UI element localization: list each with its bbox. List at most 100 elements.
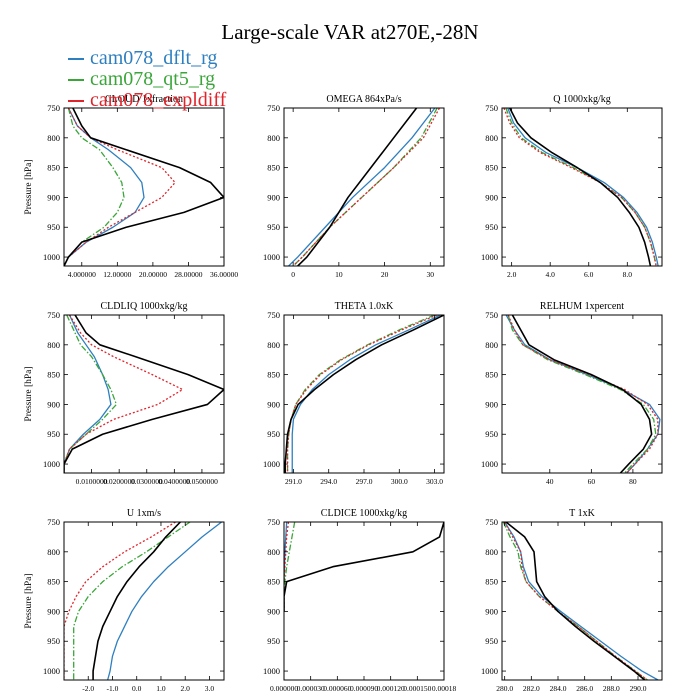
- y-tick-label: 1000: [481, 666, 498, 676]
- panel-title: THETA 1.0xK: [335, 301, 394, 312]
- panel-title: CLOUD 1xfraction: [105, 94, 183, 105]
- panel-title: CLDICE 1000xkg/kg: [321, 508, 407, 519]
- y-tick-label: 1000: [263, 459, 280, 469]
- series-line-4: [511, 315, 653, 473]
- y-tick-label: 1000: [263, 252, 280, 262]
- x-tick-label: -1.0: [107, 684, 119, 693]
- series-line-1: [507, 108, 659, 266]
- legend-label-dflt: cam078_dflt_rg: [90, 47, 218, 69]
- y-tick-label: 750: [267, 517, 280, 527]
- x-tick-label: 36.00000: [210, 270, 238, 279]
- y-tick-label: 800: [47, 547, 60, 557]
- x-tick-label: 4.0: [546, 270, 556, 279]
- panel-title: T 1xK: [569, 508, 595, 519]
- x-tick-label: 280.0: [496, 684, 513, 693]
- series-line-1: [107, 522, 222, 680]
- panel-2: 750 800 850 900 950 1000 0 10 20 30 OMEGA 864xPa/s: [263, 94, 445, 279]
- x-tick-label: 297.0: [356, 477, 373, 486]
- y-tick-label: 950: [485, 636, 498, 646]
- legend-swatch-dflt: [68, 57, 84, 60]
- series-line-3: [64, 108, 176, 266]
- y-tick-label: 800: [485, 547, 498, 557]
- x-tick-label: 291.0: [285, 477, 302, 486]
- x-tick-label: 0.0200000: [103, 477, 135, 486]
- y-tick-label: 850: [47, 370, 60, 380]
- panel-5: 750 800 850 900 950 1000 291.0 294.0 297.0 300.0 3…: [263, 301, 445, 486]
- panel-title: U 1xm/s: [127, 508, 161, 519]
- x-tick-label: 0.0400000: [158, 477, 190, 486]
- y-tick-label: 800: [47, 133, 60, 143]
- legend-label-expldiff: cam078_expldiff: [90, 89, 227, 111]
- x-tick-label: 6.0: [584, 270, 594, 279]
- y-tick-label: 750: [267, 103, 280, 113]
- y-tick-label: 900: [47, 399, 60, 409]
- series-line-1: [291, 315, 441, 473]
- plot-frame: [63, 314, 225, 474]
- panel-title: CLDLIQ 1000xkg/kg: [101, 301, 188, 312]
- series-line-4: [284, 522, 444, 612]
- x-tick-label: 282.0: [523, 684, 540, 693]
- series-line-2: [502, 522, 648, 680]
- y-tick-label: 850: [485, 370, 498, 380]
- series-line-2: [64, 315, 118, 473]
- x-tick-label: 80: [629, 477, 637, 486]
- y-tick-label: 750: [485, 310, 498, 320]
- y-tick-label: 1000: [481, 459, 498, 469]
- x-tick-label: 28.00000: [174, 270, 202, 279]
- series-line-3: [64, 315, 184, 473]
- x-tick-label: 0.00018: [432, 684, 457, 693]
- x-tick-label: 20.00000: [139, 270, 167, 279]
- y-tick-label: 800: [485, 133, 498, 143]
- series-line-3: [503, 108, 657, 266]
- x-tick-label: 0.000150: [403, 684, 431, 693]
- y-tick-label: 750: [47, 310, 60, 320]
- series-line-4: [505, 522, 646, 680]
- x-tick-label: 60: [588, 477, 596, 486]
- series-line-2: [292, 108, 438, 266]
- y-tick-label: 850: [485, 163, 498, 173]
- y-tick-label: 950: [47, 429, 60, 439]
- panel-title: OMEGA 864xPa/s: [326, 94, 401, 105]
- plot-frame: [63, 107, 225, 267]
- y-tick-label: 750: [485, 517, 498, 527]
- x-tick-label: 1.0: [156, 684, 166, 693]
- series-line-4: [64, 108, 224, 266]
- panel-title: Q 1000xkg/kg: [553, 94, 611, 105]
- series-line-4: [284, 315, 444, 473]
- x-tick-label: 294.0: [320, 477, 337, 486]
- legend-swatch-qt5: [68, 78, 84, 81]
- y-tick-label: 800: [485, 340, 498, 350]
- legend-label-qt5: cam078_qt5_rg: [90, 68, 216, 90]
- series-line-2: [505, 108, 657, 266]
- x-tick-label: 0.0300000: [131, 477, 163, 486]
- x-tick-label: 0.0: [132, 684, 142, 693]
- series-line-2: [64, 108, 125, 266]
- series-line-3: [292, 108, 441, 266]
- x-tick-label: 288.0: [603, 684, 620, 693]
- x-tick-label: 40: [546, 477, 554, 486]
- plot-frame: [501, 521, 663, 681]
- series-line-3: [507, 315, 659, 473]
- x-tick-label: 12.00000: [103, 270, 131, 279]
- series-line-1: [504, 522, 659, 680]
- y-tick-label: 750: [47, 517, 60, 527]
- plot-frame: [283, 107, 445, 267]
- y-tick-label: 950: [485, 222, 498, 232]
- y-tick-label: 800: [267, 547, 280, 557]
- y-tick-label: 1000: [43, 459, 60, 469]
- x-tick-label: 0.0500000: [186, 477, 218, 486]
- x-tick-label: 30: [427, 270, 435, 279]
- y-tick-label: 900: [267, 606, 280, 616]
- y-tick-label: 950: [267, 429, 280, 439]
- legend: cam078_dflt_rg cam078_qt5_rg cam078_expl…: [68, 48, 226, 111]
- x-tick-label: 0.000090: [350, 684, 378, 693]
- x-tick-label: 290.0: [630, 684, 647, 693]
- x-tick-label: 10: [335, 270, 343, 279]
- x-tick-label: 2.0: [181, 684, 191, 693]
- series-line-3: [284, 522, 290, 612]
- plot-frame: [283, 521, 445, 681]
- figure-title: Large-scale VAR at270E,-28N: [221, 20, 479, 44]
- y-tick-label: 950: [267, 222, 280, 232]
- legend-entry-dflt: cam078_dflt_rg: [68, 48, 226, 69]
